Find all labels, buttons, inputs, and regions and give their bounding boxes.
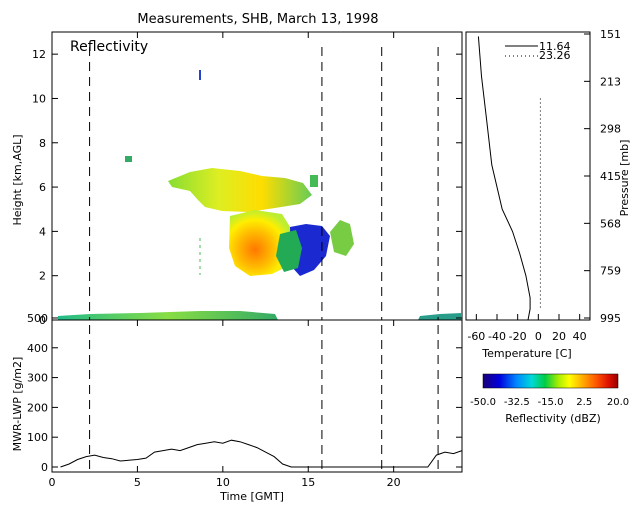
eastern-cell-echo [330, 220, 354, 256]
pressure-tick-label: 568 [600, 217, 621, 230]
temperature-tick-label: 40 [573, 330, 587, 343]
pressure-tick-label: 298 [600, 123, 621, 136]
time-tick-label: 20 [387, 476, 401, 489]
isolated-echo [310, 175, 318, 187]
anvil-echo [168, 168, 312, 212]
height-tick-label: 2 [39, 270, 46, 283]
temperature-tick-label: 20 [552, 330, 566, 343]
temperature-tick-label: -40 [488, 330, 506, 343]
colorbar-ramp [482, 373, 619, 389]
surface-echo-late [418, 313, 462, 320]
pressure-tick-label: 759 [600, 265, 621, 278]
pressure-tick-label: 213 [600, 75, 621, 88]
lwp-axis-label: MWR-LWP [g/m2] [11, 357, 24, 452]
isolated-echo [125, 156, 132, 162]
colorbar-title: Reflectivity (dBZ) [505, 412, 601, 425]
lwp-line [60, 439, 463, 468]
surface-echo [58, 311, 278, 320]
lwp-tick-label: 400 [27, 342, 48, 355]
legend-label-0: 11.64 [539, 40, 571, 53]
lwp-tick-label: 0 [41, 461, 48, 474]
lwp-series [60, 439, 463, 468]
lwp-axis: 0 100 200 300 400 500 [27, 312, 462, 474]
height-tick-label: 4 [39, 225, 46, 238]
height-tick-label: 6 [39, 181, 46, 194]
reflectivity-echoes [58, 70, 462, 320]
sounding-time-markers-top [89, 47, 439, 320]
colorbar-tick-label: -50.0 [470, 397, 496, 408]
time-tick-label: 15 [301, 476, 315, 489]
reflectivity-label: Reflectivity [70, 39, 148, 55]
colorbar-tick-label: -32.5 [504, 397, 530, 408]
pressure-tick-label: 151 [600, 28, 621, 41]
height-tick-label: 12 [32, 48, 46, 61]
trailing-blue-echo [290, 224, 330, 276]
time-tick-label: 5 [134, 476, 141, 489]
height-tick-label: 0 [39, 314, 46, 327]
temperature-axis-label: Temperature [C] [481, 347, 571, 360]
temperature-tick-label: 0 [535, 330, 542, 343]
height-tick-label: 10 [32, 92, 46, 105]
pressure-axis: 151 213 298 415 568 759 995 [584, 28, 621, 325]
sounding-time-markers-bottom [89, 325, 439, 472]
lwp-tick-label: 300 [27, 372, 48, 385]
height-axis-label: Height [km,AGL] [11, 134, 24, 225]
figure-title: Measurements, SHB, March 13, 1998 [137, 12, 378, 27]
colorbar-tick-label: -15.0 [538, 397, 564, 408]
legend-label-1: 23.26 [539, 49, 571, 62]
colorbar-tick-label: 2.5 [576, 397, 592, 408]
profile-panel: -60 -40 -20 0 20 40 151 213 298 415 568 759 995 Tem… [465, 28, 631, 360]
lwp-tick-label: 200 [27, 401, 48, 414]
height-tick-label: 8 [39, 137, 46, 150]
profile-legend: 11.64 23.26 [505, 40, 571, 62]
lwp-frame [51, 319, 463, 473]
trailing-green-echo [276, 230, 302, 272]
temperature-tick-label: -20 [509, 330, 527, 343]
lwp-tick-label: 100 [27, 431, 48, 444]
reflectivity-panel: Reflectivity 0 2 4 6 8 10 12 Height [km,AGL] [11, 31, 463, 327]
time-axis-label: Time [GMT] [219, 490, 284, 503]
temperature-profile-line [477, 36, 531, 321]
profile-frame [465, 31, 591, 321]
time-tick-label: 0 [49, 476, 56, 489]
temperature-profiles [477, 36, 541, 321]
pressure-tick-label: 415 [600, 170, 621, 183]
lwp-tick-label: 500 [27, 312, 48, 325]
time-axis: 0 5 10 15 20 [49, 32, 401, 489]
pressure-axis-label: Pressure [mb] [618, 140, 631, 217]
time-tick-label: 10 [216, 476, 230, 489]
colorbar-tick-label: 20.0 [607, 397, 629, 408]
colorbar-ticks: -50.0 -32.5 -15.0 2.5 20.0 [470, 397, 629, 408]
temperature-tick-label: -60 [467, 330, 485, 343]
temperature-axis: -60 -40 -20 0 20 40 [467, 314, 587, 343]
pressure-tick-label: 995 [600, 312, 621, 325]
colorbar: -50.0 -32.5 -15.0 2.5 20.0 Reflectivity (dBZ… [470, 373, 629, 425]
